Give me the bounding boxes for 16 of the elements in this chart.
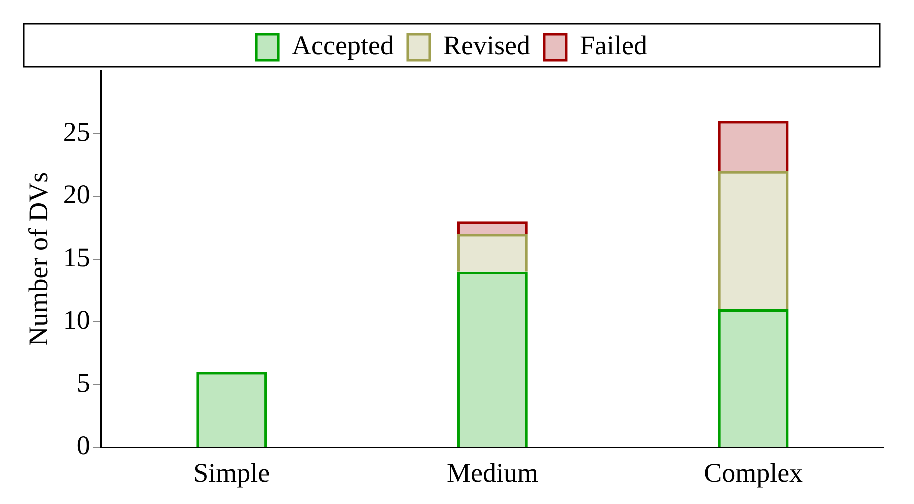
y-tick-label: 0 xyxy=(76,430,90,461)
legend-label: Accepted xyxy=(292,30,394,61)
y-tick-label: 20 xyxy=(63,180,90,210)
legend-label: Revised xyxy=(443,30,531,61)
y-tick-label: 15 xyxy=(63,242,90,272)
bar xyxy=(718,121,789,172)
bar xyxy=(457,222,528,234)
y-axis-title: Number of DVs xyxy=(23,172,54,346)
bar xyxy=(196,372,268,448)
x-tick-label: Complex xyxy=(704,458,804,488)
y-tick-label: 5 xyxy=(76,368,90,398)
y-tick-label: 25 xyxy=(63,116,90,147)
x-tick-label: Simple xyxy=(194,458,270,488)
x-tick-label: Medium xyxy=(446,458,538,488)
y-tick-label: 10 xyxy=(63,305,90,336)
legend-label: Failed xyxy=(580,30,648,61)
